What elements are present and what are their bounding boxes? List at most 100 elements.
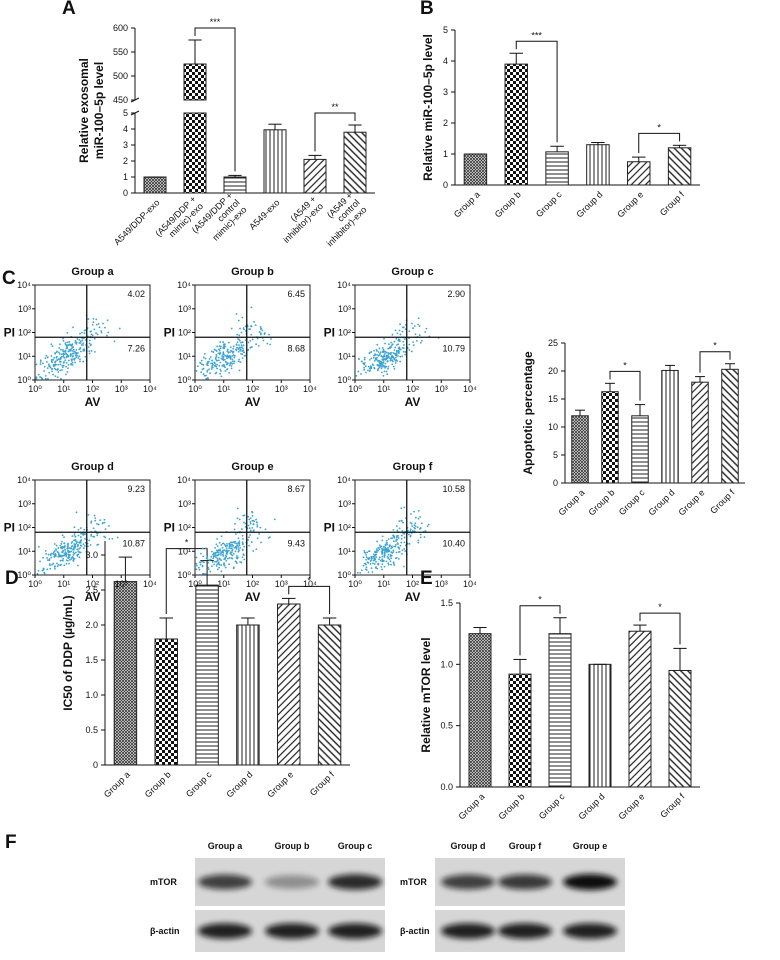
event-dot [201, 560, 204, 563]
event-dot [387, 355, 390, 358]
event-dot [390, 537, 392, 540]
y-tick-label: 10³ [338, 499, 351, 509]
event-dot [236, 346, 238, 349]
event-dot [62, 550, 65, 552]
event-dot [411, 525, 414, 528]
event-dot [409, 528, 412, 531]
event-dot [101, 522, 104, 525]
event-dot [413, 510, 415, 513]
event-dot [231, 360, 234, 363]
event-dot [61, 534, 64, 537]
event-dot [369, 351, 371, 354]
event-dot [83, 349, 85, 352]
event-dot [75, 352, 78, 354]
event-dot [360, 373, 362, 375]
event-dot [92, 321, 95, 323]
event-dot [48, 365, 51, 368]
event-dot [99, 519, 102, 522]
event-dot [72, 547, 75, 550]
event-dot [215, 556, 217, 559]
event-dot [387, 347, 390, 350]
bar [154, 638, 178, 766]
event-dot [264, 528, 267, 531]
event-dot [37, 373, 40, 376]
significance-label: * [657, 122, 661, 132]
event-dot [218, 549, 220, 552]
event-dot [66, 347, 69, 349]
event-dot [395, 556, 398, 559]
bar [143, 176, 167, 194]
y-tick-label: 10² [338, 328, 351, 338]
x-tick-label-group: Group d [224, 769, 254, 799]
event-dot [236, 341, 239, 344]
event-dot [76, 555, 79, 557]
event-dot [35, 363, 38, 366]
event-dot [62, 350, 65, 353]
event-dot [240, 341, 242, 344]
y-tick-label: 10⁰ [337, 375, 351, 385]
event-dot [65, 554, 68, 557]
event-dot [71, 361, 74, 364]
event-dot [62, 337, 64, 340]
y-tick-label: 1.5 [440, 598, 453, 608]
event-dot [215, 353, 218, 356]
event-dot [385, 550, 388, 553]
event-dot [387, 562, 390, 565]
x-tick-label-group: Group e [616, 791, 646, 821]
event-cloud [35, 314, 121, 380]
y-tick-label: 10⁰ [177, 375, 191, 385]
event-dot [73, 552, 76, 555]
significance-label: * [713, 341, 717, 351]
event-dot [373, 553, 375, 556]
event-dot [387, 343, 390, 346]
event-dot [97, 323, 100, 325]
event-dot [394, 359, 397, 362]
event-dot [54, 352, 56, 355]
event-dot [356, 571, 359, 574]
event-dot [408, 349, 411, 351]
event-dot [420, 522, 423, 525]
event-dot [231, 355, 234, 357]
event-dot [224, 360, 227, 363]
event-dot [241, 542, 244, 545]
x-tick-label: 10⁴ [303, 579, 317, 589]
event-dot [70, 358, 73, 361]
x-tick-label: 10¹ [377, 579, 390, 589]
event-dot [423, 536, 426, 538]
event-dot [377, 351, 380, 353]
event-dot [39, 359, 42, 362]
event-dot [231, 545, 233, 548]
event-dot [425, 327, 428, 330]
event-dot [412, 344, 415, 347]
bar [545, 151, 569, 186]
event-dot [207, 568, 210, 571]
bar-upper [183, 63, 207, 101]
event-dot [79, 332, 81, 335]
event-dot [226, 350, 229, 353]
event-cloud [356, 506, 430, 574]
event-dot [213, 348, 216, 351]
event-dot [53, 566, 56, 568]
event-dot [216, 345, 219, 348]
event-dot [210, 362, 212, 365]
event-dot [390, 551, 393, 554]
event-dot [413, 524, 416, 526]
event-dot [258, 331, 261, 333]
event-dot [202, 364, 205, 366]
event-dot [239, 561, 242, 563]
event-dot [376, 353, 378, 356]
event-dot [239, 546, 242, 549]
event-dot [250, 333, 253, 336]
event-dot [383, 549, 386, 552]
event-dot [224, 354, 227, 357]
event-dot [244, 325, 247, 328]
event-dot [384, 353, 386, 355]
event-dot [116, 536, 119, 539]
event-dot [78, 551, 81, 554]
event-dot [207, 561, 210, 564]
event-dot [377, 549, 379, 552]
x-tick-label: 10² [246, 579, 259, 589]
bar [628, 630, 652, 788]
event-dot [420, 339, 423, 342]
event-dot [87, 318, 90, 320]
